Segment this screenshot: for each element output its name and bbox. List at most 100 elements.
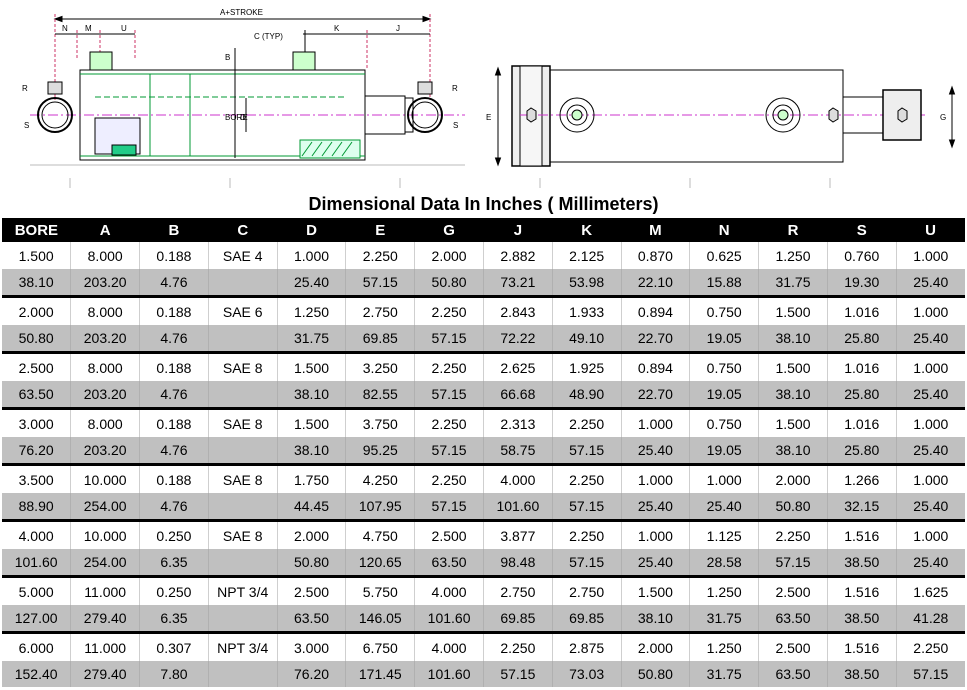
- cell-e-mm: 107.95: [345, 493, 416, 521]
- cell-m-mm: 25.40: [621, 437, 691, 465]
- cell-j-inch: 2.625: [483, 351, 553, 381]
- cell-g-mm: 57.15: [414, 493, 484, 521]
- cell-bore-inch: 6.000: [2, 631, 72, 661]
- label-s-right: S: [453, 121, 458, 130]
- cell-d-mm: 38.10: [277, 381, 347, 409]
- cell-d-inch: 1.500: [277, 351, 347, 381]
- cell-r-mm: 31.75: [758, 269, 828, 297]
- cell-e-inch: 6.750: [345, 631, 416, 661]
- cell-d-inch: 1.500: [277, 407, 347, 437]
- cell-r-inch: 2.500: [758, 575, 828, 605]
- cell-r-mm: 50.80: [758, 493, 828, 521]
- cell-j-mm: 69.85: [483, 605, 553, 633]
- cell-b-mm: 4.76: [139, 269, 209, 297]
- cell-bore-inch: 1.500: [2, 242, 72, 269]
- cell-r-inch: 1.500: [758, 351, 828, 381]
- cell-a-mm: 279.40: [70, 661, 141, 687]
- cell-a-mm: 254.00: [70, 493, 141, 521]
- cell-n-inch: 1.250: [689, 631, 760, 661]
- cell-c-mm: [208, 437, 278, 465]
- cell-e-inch: 2.250: [345, 242, 416, 269]
- column-header-m: M: [621, 218, 690, 242]
- cell-n-mm: 19.05: [689, 437, 760, 465]
- cell-e-mm: 95.25: [345, 437, 416, 465]
- cell-c-mm: [208, 605, 278, 633]
- cell-g-mm: 101.60: [414, 605, 484, 633]
- cell-k-inch: 2.250: [552, 519, 622, 549]
- cell-g-mm: 50.80: [414, 269, 484, 297]
- cell-e-inch: 4.250: [345, 463, 416, 493]
- cell-u-mm: 25.40: [896, 325, 965, 353]
- cell-d-inch: 2.000: [277, 519, 347, 549]
- cell-b-inch: 0.250: [139, 575, 209, 605]
- table-row-mm: 152.40 279.40 7.80 76.20 171.45 101.60 57.15 73…: [2, 661, 965, 687]
- cell-c-inch: SAE 8: [208, 351, 278, 381]
- column-header-s: S: [827, 218, 897, 242]
- column-header-n: N: [689, 218, 759, 242]
- cell-e-inch: 3.750: [345, 407, 416, 437]
- cell-e-inch: 5.750: [345, 575, 416, 605]
- cell-s-mm: 25.80: [827, 381, 897, 409]
- cell-k-mm: 73.03: [552, 661, 622, 687]
- label-c-typ: C (TYP): [254, 32, 283, 41]
- cell-m-mm: 50.80: [621, 661, 691, 687]
- cell-s-inch: 1.516: [827, 519, 897, 549]
- dimensions-table: BORE A B C D E G J K M N R S U 1.500 8.000 0.188 SAE 4 1.…: [2, 218, 965, 687]
- cell-g-inch: 2.250: [414, 351, 484, 381]
- cell-r-inch: 1.500: [758, 295, 828, 325]
- cell-u-mm: 57.15: [896, 661, 965, 687]
- column-header-r: R: [758, 218, 828, 242]
- cell-a-inch: 11.000: [70, 631, 141, 661]
- cell-bore-mm: 101.60: [2, 549, 72, 577]
- cell-b-inch: 0.307: [139, 631, 209, 661]
- cell-e-inch: 3.250: [345, 351, 416, 381]
- cell-bore-inch: 5.000: [2, 575, 72, 605]
- header-row: BORE A B C D E G J K M N R S U: [2, 218, 965, 242]
- cell-r-mm: 63.50: [758, 605, 828, 633]
- table-row-inch: 5.000 11.000 0.250 NPT 3/4 2.500 5.750 4.000 2.…: [2, 575, 965, 605]
- cell-d-inch: 1.750: [277, 463, 347, 493]
- cell-j-inch: 2.843: [483, 295, 553, 325]
- column-header-bore: BORE: [2, 218, 71, 242]
- table-row-inch: 3.000 8.000 0.188 SAE 8 1.500 3.750 2.250 2.313…: [2, 407, 965, 437]
- cell-j-mm: 101.60: [483, 493, 553, 521]
- label-k: K: [334, 24, 340, 33]
- cell-r-inch: 2.000: [758, 463, 828, 493]
- cell-g-mm: 57.15: [414, 437, 484, 465]
- cell-g-mm: 63.50: [414, 549, 484, 577]
- cell-k-inch: 2.875: [552, 631, 622, 661]
- cell-d-mm: 31.75: [277, 325, 347, 353]
- cell-g-inch: 4.000: [414, 575, 484, 605]
- cell-k-inch: 2.750: [552, 575, 622, 605]
- cell-bore-inch: 2.500: [2, 351, 72, 381]
- cell-a-inch: 10.000: [70, 463, 141, 493]
- cell-d-inch: 3.000: [277, 631, 347, 661]
- table-row-mm: 50.80 203.20 4.76 31.75 69.85 57.15 72.22 49.10…: [2, 325, 965, 353]
- cell-s-mm: 38.50: [827, 605, 897, 633]
- table-title: Dimensional Data In Inches ( Millimeters…: [308, 194, 659, 214]
- cell-b-mm: 4.76: [139, 325, 209, 353]
- cell-k-mm: 57.15: [552, 437, 622, 465]
- cell-n-mm: 28.58: [689, 549, 760, 577]
- cell-g-inch: 2.500: [414, 519, 484, 549]
- cell-b-mm: 6.35: [139, 549, 209, 577]
- cell-a-inch: 8.000: [70, 242, 141, 269]
- cell-s-mm: 38.50: [827, 549, 897, 577]
- cell-n-mm: 19.05: [689, 381, 760, 409]
- cell-u-inch: 1.000: [896, 407, 965, 437]
- cell-bore-mm: 50.80: [2, 325, 72, 353]
- cell-d-mm: 50.80: [277, 549, 347, 577]
- cell-m-mm: 22.10: [621, 269, 691, 297]
- table-row-inch: 1.500 8.000 0.188 SAE 4 1.000 2.250 2.000 2.882…: [2, 242, 965, 269]
- cell-u-mm: 25.40: [896, 381, 965, 409]
- cell-k-mm: 53.98: [552, 269, 622, 297]
- cell-k-mm: 69.85: [552, 605, 622, 633]
- cylinder-drawing: A+STROKE N M U C (TYP) K J B BORE D R S …: [22, 8, 956, 188]
- cell-n-mm: 19.05: [689, 325, 760, 353]
- cell-e-mm: 69.85: [345, 325, 416, 353]
- cell-r-inch: 2.250: [758, 519, 828, 549]
- label-d: D: [240, 113, 246, 122]
- table-row-inch: 3.500 10.000 0.188 SAE 8 1.750 4.250 2.250 4.00…: [2, 463, 965, 493]
- cell-n-inch: 1.000: [689, 463, 760, 493]
